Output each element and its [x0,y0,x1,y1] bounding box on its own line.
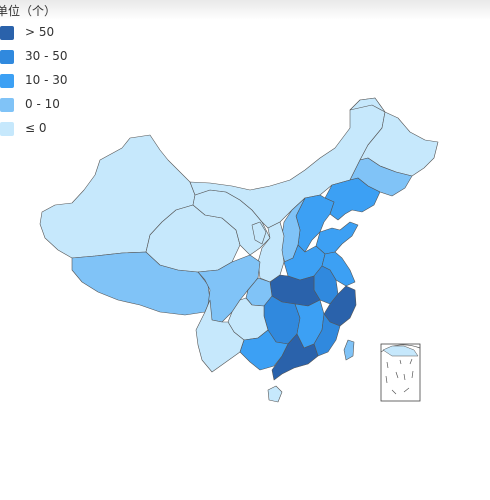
legend-swatch [0,26,14,40]
top-shadow [0,0,490,20]
legend-item-10-30[interactable]: 10 - 30 [0,73,120,88]
legend-label: > 50 [25,25,55,39]
legend-label: 30 - 50 [25,49,68,63]
legend-item-gt50[interactable]: > 50 [0,25,120,40]
guangdong[interactable] [271,333,319,381]
legend-swatch [0,122,14,136]
legend-item-0-10[interactable]: 0 - 10 [0,97,120,112]
heilongjiang[interactable] [349,97,439,177]
ningxia[interactable] [251,221,267,245]
legend-item-le0[interactable]: ≤ 0 [0,121,120,136]
legend-swatch [0,74,14,88]
legend-label: 10 - 30 [25,73,68,87]
legend-label: 0 - 10 [25,97,60,111]
legend-item-30-50[interactable]: 30 - 50 [0,49,120,64]
legend-swatch [0,50,14,64]
legend-title: 单位（个） [0,4,57,18]
south-china-sea-inset [380,343,421,402]
legend-label: ≤ 0 [25,121,47,135]
hainan[interactable] [267,385,283,403]
legend-swatch [0,98,14,112]
taiwan[interactable] [343,339,355,361]
